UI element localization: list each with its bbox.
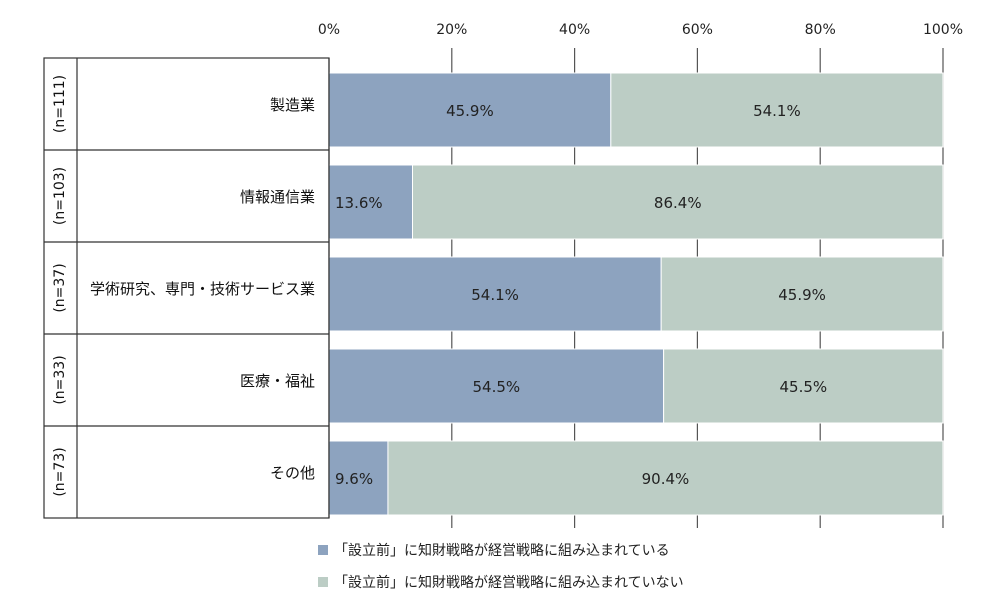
sample-size-label: (n=111) <box>52 75 68 133</box>
x-tick-label: 20% <box>436 22 467 38</box>
x-tick-label: 0% <box>318 22 340 38</box>
bar-value-label: 9.6% <box>335 470 373 488</box>
legend-label-included: 「設立前」に知財戦略が経営戦略に組み込まれている <box>334 543 670 559</box>
bar-not-included <box>660 256 944 332</box>
bar-included <box>328 72 612 148</box>
legend-swatch-included <box>318 545 328 555</box>
bar-value-label: 13.6% <box>335 194 383 212</box>
sample-size-label: (n=33) <box>52 355 68 404</box>
legend-item-not-included: 「設立前」に知財戦略が経営戦略に組み込まれていない <box>318 572 684 592</box>
bar-value-label: 54.1% <box>753 102 801 120</box>
category-label: その他 <box>270 464 315 482</box>
x-tick-label: 100% <box>923 22 963 38</box>
legend-swatch-not-included <box>318 577 328 587</box>
category-label: 情報通信業 <box>240 188 315 206</box>
category-label: 医療・福祉 <box>240 372 315 390</box>
bar-not-included <box>663 348 944 424</box>
sample-size-label: (n=37) <box>52 263 68 312</box>
bar-not-included <box>412 164 944 240</box>
sample-size-label: (n=73) <box>52 447 68 496</box>
bar-value-label: 90.4% <box>642 470 690 488</box>
bar-value-label: 54.1% <box>471 286 519 304</box>
bar-value-label: 54.5% <box>472 378 520 396</box>
x-tick-label: 60% <box>682 22 713 38</box>
bar-value-label: 45.9% <box>446 102 494 120</box>
bar-included <box>328 256 662 332</box>
x-tick-label: 40% <box>559 22 590 38</box>
category-label: 製造業 <box>270 96 315 114</box>
legend-label-not-included: 「設立前」に知財戦略が経営戦略に組み込まれていない <box>334 575 684 591</box>
bar-not-included <box>387 440 944 516</box>
bar-value-label: 86.4% <box>654 194 702 212</box>
legend-item-included: 「設立前」に知財戦略が経営戦略に組み込まれている <box>318 540 670 560</box>
bar-value-label: 45.9% <box>778 286 826 304</box>
bar-value-label: 45.5% <box>779 378 827 396</box>
sample-size-label: (n=103) <box>52 167 68 225</box>
bar-not-included <box>610 72 944 148</box>
x-tick-label: 80% <box>805 22 836 38</box>
bar-included <box>328 348 665 424</box>
category-label: 学術研究、専門・技術サービス業 <box>90 280 315 298</box>
